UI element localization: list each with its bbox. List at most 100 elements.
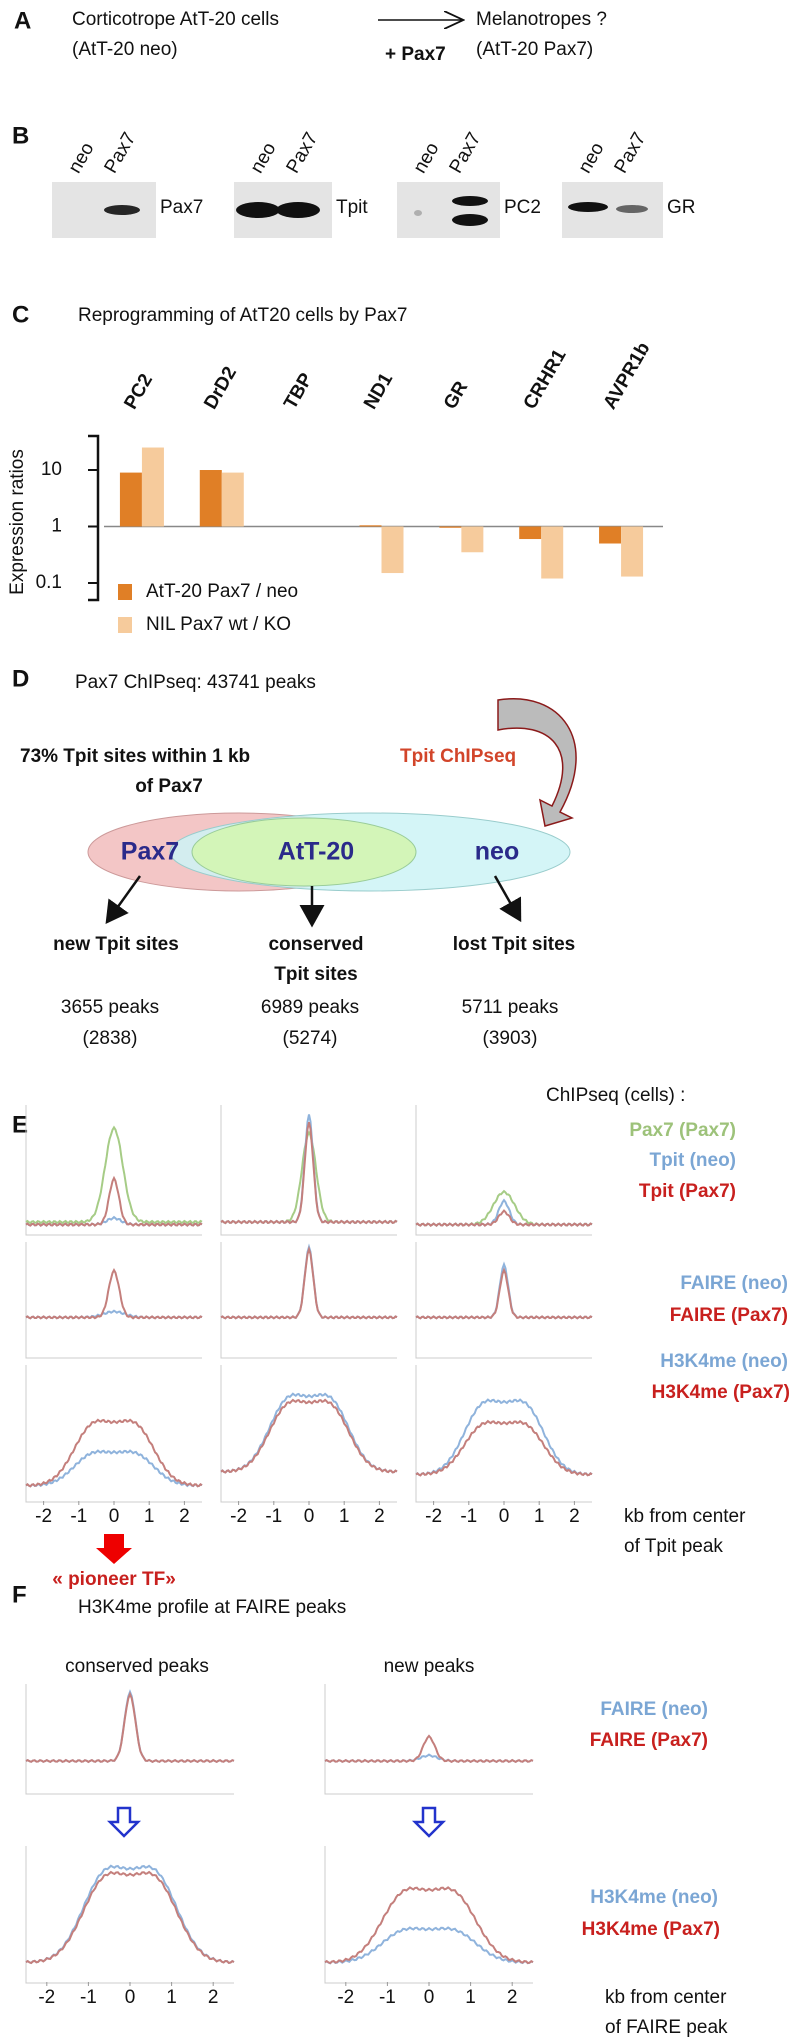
legend-label: AtT-20 Pax7 / neo	[146, 581, 298, 602]
legend-label: H3K4me (neo)	[660, 1351, 788, 1372]
profile-plots: -2 -1 0 1 2 -2 -1 0 1 2	[25, 1684, 534, 2008]
down-arrow	[96, 1534, 132, 1564]
x-tick-label: 1	[166, 1987, 177, 2008]
profile-curve	[415, 1198, 593, 1227]
bar	[461, 526, 484, 553]
profile-curve	[324, 1734, 534, 1764]
profile-curve	[220, 1130, 398, 1225]
lane-label: neo	[574, 139, 608, 177]
plot-frame	[415, 1365, 592, 1503]
plot-frame	[25, 1242, 202, 1359]
legend-swatch	[118, 584, 132, 600]
plot-frame	[415, 1242, 592, 1359]
text: Tpit ChIPseq	[400, 746, 516, 767]
x-axis-title: kb from center	[624, 1506, 746, 1527]
legend-label: NIL Pax7 wt / KO	[146, 614, 291, 635]
profile-curve	[25, 1689, 235, 1764]
text: (3903)	[483, 1028, 538, 1049]
x-tick-label: 2	[179, 1506, 190, 1527]
legend-label: Tpit (Pax7)	[639, 1181, 736, 1202]
x-tick-label: 2	[569, 1506, 580, 1527]
profile-curve	[25, 1449, 203, 1488]
bar	[439, 526, 462, 528]
legend-label: FAIRE (Pax7)	[590, 1730, 708, 1751]
text: Corticotrope AtT-20 cells	[72, 9, 279, 30]
plot-frame	[415, 1105, 592, 1236]
x-tick-label: -1	[379, 1987, 396, 2008]
lane-label: neo	[246, 139, 280, 177]
legend-label: FAIRE (neo)	[600, 1699, 708, 1720]
profile-curve	[324, 1886, 534, 1965]
x-tick-label: GR	[440, 378, 473, 413]
hollow-arrow	[106, 1806, 142, 1838]
hollow-arrow	[411, 1806, 447, 1838]
text: 5711 peaks	[462, 997, 559, 1018]
band	[452, 196, 488, 206]
x-tick-label: 1	[534, 1506, 545, 1527]
x-tick-label: 2	[374, 1506, 385, 1527]
x-tick-label: 0	[304, 1506, 315, 1527]
column-title: new peaks	[384, 1656, 475, 1677]
legend-label: H3K4me (Pax7)	[652, 1382, 790, 1403]
x-tick-label: DrD2	[200, 363, 241, 413]
plot-frame	[25, 1684, 234, 1795]
panel-label: B	[12, 122, 29, 149]
x-axis-title: of Tpit peak	[624, 1536, 723, 1557]
profile-curve	[25, 1175, 203, 1227]
protein-label: Tpit	[336, 197, 368, 218]
legend-label: Tpit (neo)	[649, 1150, 736, 1171]
set-label: neo	[475, 838, 519, 866]
text: (AtT-20 Pax7)	[476, 39, 593, 60]
legend-label: FAIRE (neo)	[680, 1273, 788, 1294]
band	[236, 202, 280, 218]
text: of Pax7	[135, 776, 203, 797]
legend-label: H3K4me (neo)	[590, 1887, 718, 1908]
text: (2838)	[83, 1028, 138, 1049]
text: conserved	[268, 934, 363, 955]
lane-label: neo	[64, 139, 98, 177]
band	[616, 205, 648, 213]
x-tick-label: 1	[465, 1987, 476, 2008]
bar	[359, 525, 382, 527]
text: + Pax7	[385, 44, 446, 65]
plot-frame	[25, 1365, 202, 1503]
legend-label: FAIRE (Pax7)	[670, 1305, 788, 1326]
profile-curve	[220, 1392, 398, 1474]
profile-curve	[415, 1398, 593, 1477]
bar	[199, 470, 222, 527]
bar	[519, 526, 542, 540]
profile-curve	[25, 1418, 203, 1488]
x-tick-label: TBP	[280, 369, 317, 413]
bar	[621, 526, 644, 577]
profile-curve	[25, 1691, 235, 1764]
lane-label: neo	[409, 139, 443, 177]
plot-frame	[220, 1365, 397, 1503]
column-title: conserved peaks	[65, 1656, 209, 1677]
x-tick-label: AVPR1b	[600, 339, 655, 413]
legend-swatch	[118, 617, 132, 633]
x-tick-label: -2	[35, 1506, 52, 1527]
venn-ellipse	[191, 817, 417, 887]
panel-label: A	[14, 7, 31, 34]
x-tick-label: -1	[70, 1506, 87, 1527]
band	[414, 210, 422, 216]
profile-curve	[25, 1267, 203, 1320]
text: Melanotropes ?	[476, 9, 607, 30]
x-tick-label: CRHR1	[520, 345, 571, 413]
profile-curve	[220, 1245, 398, 1320]
band	[276, 202, 320, 218]
bar-chart: 0.1 1 10 PC2 DrD2 TBP ND1 GR CRHR1 AVPR1b AtT-20 P…	[36, 339, 663, 635]
band	[104, 205, 140, 215]
legend-label: Pax7 (Pax7)	[629, 1120, 736, 1141]
plot-frame	[324, 1684, 533, 1795]
x-tick-label: -2	[230, 1506, 247, 1527]
y-axis-bracket	[88, 434, 100, 602]
profile-curve	[415, 1189, 593, 1227]
profile-curve	[25, 1870, 235, 1965]
x-tick-label: PC2	[120, 370, 157, 413]
lane-label: Pax7	[100, 129, 140, 177]
chart-title: Reprogramming of AtT20 cells by Pax7	[78, 305, 408, 326]
text: Pax7 ChIPseq: 43741 peaks	[75, 672, 316, 693]
